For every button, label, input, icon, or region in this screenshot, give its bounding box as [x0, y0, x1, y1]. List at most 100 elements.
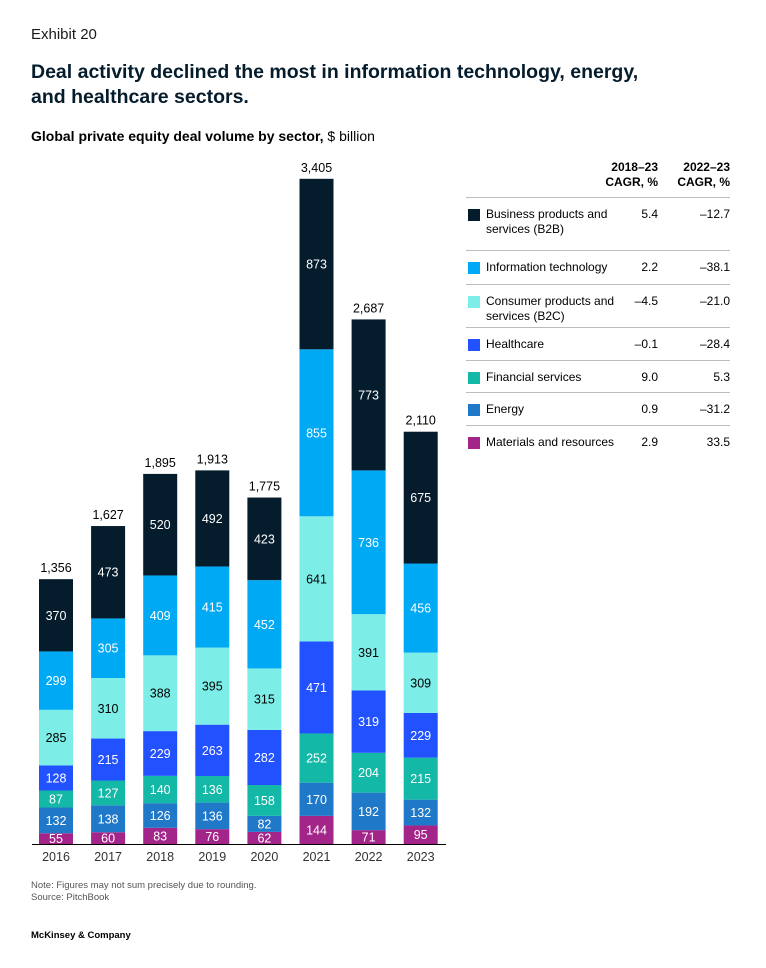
- data-label-healthcare-2019: 263: [202, 744, 223, 758]
- total-label-2021: 3,405: [301, 161, 332, 175]
- bar-segment-b2b-2023: [403, 431, 438, 564]
- bar-segment-b2c-2016: [39, 709, 73, 766]
- legend-row-materials: Materials and resources 2.9 33.5: [466, 425, 730, 458]
- x-tick-label-2018: 2018: [146, 850, 174, 864]
- legend-header-cagr-2022-23: 2022–23 CAGR, %: [677, 160, 730, 189]
- data-label-b2c-2016: 285: [46, 731, 67, 745]
- data-label-materials-2023: 95: [414, 828, 428, 842]
- bar-segment-energy-2021: [299, 782, 334, 816]
- legend-cagr-2022-23-healthcare: –28.4: [699, 337, 730, 351]
- bar-segment-materials-2019: [195, 829, 230, 844]
- data-label-it-2019: 415: [202, 601, 223, 615]
- legend-label-financial: Financial services: [486, 370, 582, 384]
- data-label-b2c-2022: 391: [358, 646, 379, 660]
- data-label-b2b-2016: 370: [46, 609, 67, 623]
- chart-subtitle: Global private equity deal volume by sec…: [31, 128, 375, 144]
- bar-segment-b2b-2022: [351, 319, 386, 471]
- bar-segment-healthcare-2017: [91, 738, 126, 781]
- data-label-healthcare-2021: 471: [306, 681, 327, 695]
- total-label-2018: 1,895: [145, 456, 176, 470]
- bar-segment-healthcare-2018: [143, 731, 178, 776]
- legend-row-energy: Energy 0.9 –31.2: [466, 392, 730, 426]
- bar-segment-financial-2016: [39, 790, 73, 808]
- legend-label-it: Information technology: [486, 260, 608, 274]
- legend-row-b2c: Consumer products and services (B2C) –4.5…: [466, 284, 730, 328]
- data-label-it-2017: 305: [98, 642, 119, 656]
- bar-segment-financial-2023: [403, 757, 438, 800]
- bar-segment-it-2021: [299, 349, 334, 517]
- bar-segment-b2c-2022: [351, 614, 386, 691]
- bar-segment-b2c-2017: [91, 677, 126, 739]
- legend-label-healthcare: Healthcare: [486, 337, 545, 351]
- legend-cagr-2022-23-financial: 5.3: [713, 370, 730, 384]
- data-label-it-2016: 299: [46, 674, 67, 688]
- data-label-b2b-2019: 492: [202, 512, 223, 526]
- bar-segment-healthcare-2020: [247, 729, 282, 786]
- bar-segment-healthcare-2021: [299, 641, 334, 734]
- bar-segment-it-2018: [143, 575, 178, 656]
- total-label-2019: 1,913: [197, 452, 228, 466]
- headline: Deal activity declined the most in infor…: [31, 61, 639, 108]
- data-label-b2c-2023: 309: [410, 676, 431, 690]
- bar-segment-b2c-2019: [195, 647, 230, 725]
- note-text: Note: Figures may not sum precisely due …: [31, 880, 257, 891]
- legend-cagr-2022-23-b2b: –12.7: [699, 207, 730, 221]
- data-label-financial-2017: 127: [98, 786, 119, 800]
- legend-row-b2b: Business products and services (B2B) 5.4 –…: [466, 197, 730, 251]
- data-label-healthcare-2020: 282: [254, 751, 275, 765]
- data-label-financial-2019: 136: [202, 783, 223, 797]
- legend-cagr-2018-23-financial: 9.0: [641, 370, 658, 384]
- bar-segment-healthcare-2016: [39, 765, 73, 791]
- legend-label-materials: Materials and resources: [486, 435, 615, 449]
- bar-segment-financial-2019: [195, 776, 230, 803]
- bar-segment-energy-2023: [403, 799, 438, 826]
- data-label-b2c-2019: 395: [202, 680, 223, 694]
- legend-row-it: Information technology 2.2 –38.1: [466, 250, 730, 285]
- exhibit-label: Exhibit 20: [31, 26, 97, 43]
- x-tick-label-2017: 2017: [94, 850, 122, 864]
- data-label-b2c-2021: 641: [306, 572, 327, 586]
- bar-segment-energy-2018: [143, 803, 178, 828]
- data-label-b2b-2018: 520: [150, 518, 171, 532]
- bar-segment-b2c-2021: [299, 516, 334, 642]
- bar-segment-it-2017: [91, 618, 126, 678]
- data-label-b2b-2020: 423: [254, 532, 275, 546]
- x-tick-label-2020: 2020: [250, 850, 278, 864]
- x-tick-label-2021: 2021: [303, 850, 331, 864]
- data-label-energy-2021: 170: [306, 793, 327, 807]
- bar-segment-energy-2017: [91, 805, 126, 833]
- legend-header-cagr-2018-23: 2018–23 CAGR, %: [605, 160, 658, 189]
- data-label-materials-2019: 76: [205, 830, 219, 844]
- data-label-b2c-2018: 388: [150, 687, 171, 701]
- data-label-materials-2017: 60: [101, 832, 115, 846]
- data-label-financial-2023: 215: [410, 772, 431, 786]
- data-label-b2c-2020: 315: [254, 693, 275, 707]
- data-label-materials-2021: 144: [306, 823, 327, 837]
- bar-segment-financial-2022: [351, 752, 386, 793]
- data-label-energy-2023: 132: [410, 806, 431, 820]
- data-label-energy-2016: 132: [46, 814, 67, 828]
- bar-segment-energy-2016: [39, 807, 73, 834]
- data-label-b2b-2022: 773: [358, 388, 379, 402]
- data-label-it-2020: 452: [254, 618, 275, 632]
- total-label-2023: 2,110: [406, 414, 436, 428]
- bar-segment-materials-2022: [351, 830, 386, 844]
- data-label-materials-2016: 55: [49, 832, 63, 846]
- bar-segment-b2b-2020: [247, 497, 282, 581]
- data-label-healthcare-2016: 128: [46, 771, 67, 785]
- bar-segment-b2c-2020: [247, 668, 282, 730]
- bar-segment-it-2022: [351, 470, 386, 615]
- data-label-it-2021: 855: [306, 426, 327, 440]
- legend-cagr-2018-23-it: 2.2: [641, 260, 658, 274]
- legend-swatch-financial: [468, 372, 480, 384]
- data-label-b2b-2023: 675: [410, 491, 431, 505]
- bar-segment-materials-2018: [143, 827, 178, 844]
- bar-segment-energy-2019: [195, 802, 230, 830]
- bar-segment-b2c-2018: [143, 655, 178, 732]
- bar-segment-it-2020: [247, 580, 282, 669]
- bar-segment-it-2023: [403, 563, 438, 653]
- bar-segment-materials-2016: [39, 833, 73, 844]
- bar-segment-materials-2021: [299, 815, 334, 844]
- legend-cagr-2018-23-b2c: –4.5: [634, 294, 658, 308]
- bar-segment-it-2016: [39, 651, 73, 710]
